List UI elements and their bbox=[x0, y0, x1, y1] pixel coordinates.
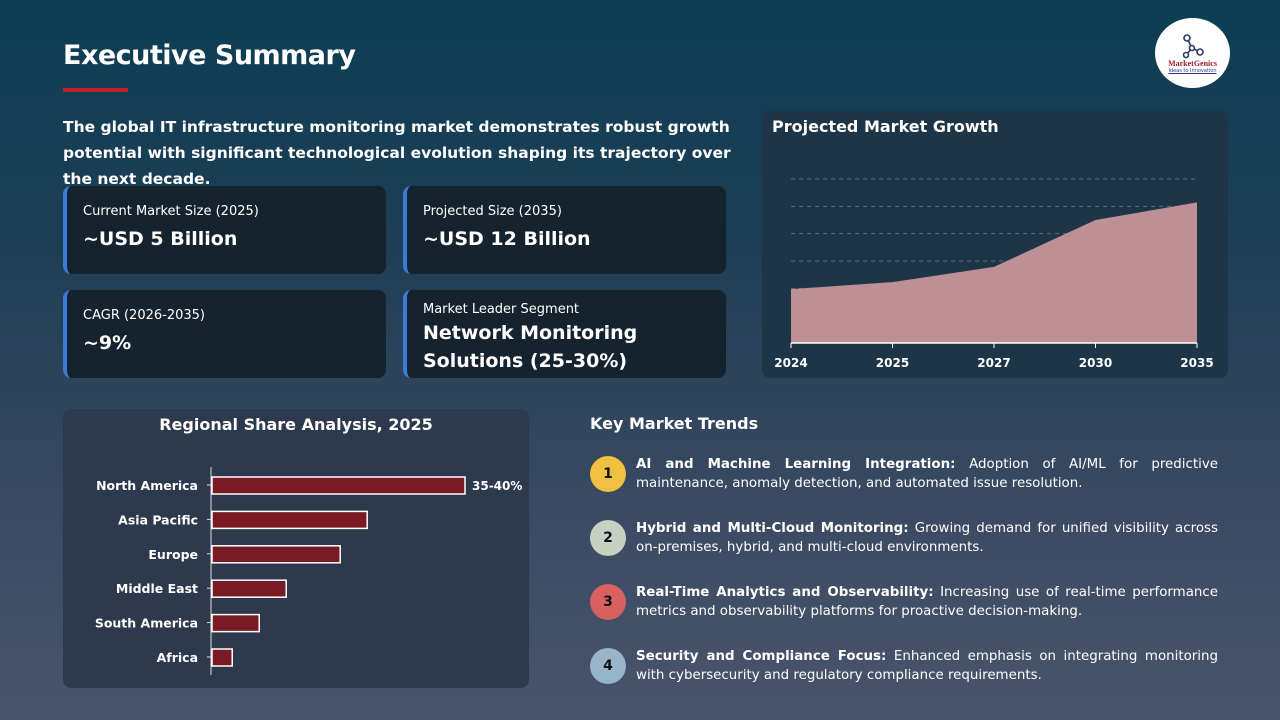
trend-title: AI and Machine Learning Integration: bbox=[636, 457, 956, 472]
trend-description: Growing demand for unified visibility ac… bbox=[636, 521, 1218, 555]
trend-text: Real-Time Analytics and Observability: I… bbox=[636, 583, 1218, 621]
trend-item: 4 Security and Compliance Focus: Enhance… bbox=[590, 647, 1218, 685]
bar-middle-east bbox=[211, 579, 287, 598]
trend-title: Security and Compliance Focus: bbox=[636, 649, 887, 664]
regional-chart-title: Regional Share Analysis, 2025 bbox=[159, 415, 433, 434]
card-value: ~USD 12 Billion bbox=[423, 228, 591, 250]
trend-number-badge: 4 bbox=[590, 648, 626, 684]
trend-description: Enhanced emphasis on integrating monitor… bbox=[636, 649, 1219, 683]
bar-category-label: Europe bbox=[148, 547, 198, 562]
card-label: Projected Size (2035) bbox=[423, 204, 562, 219]
x-tick-label: 2030 bbox=[1079, 356, 1112, 370]
company-logo: MarketGenics Ideas to Innovation bbox=[1155, 18, 1230, 88]
growth-chart-panel: Projected Market Growth 2024 2025 2027 2030… bbox=[762, 111, 1228, 378]
trend-item: 1 AI and Machine Learning Integration: A… bbox=[590, 455, 1218, 493]
x-tick-label: 2025 bbox=[876, 356, 909, 370]
card-current-size: Current Market Size (2025) ~USD 5 Billio… bbox=[63, 186, 386, 274]
card-value: ~USD 5 Billion bbox=[83, 228, 238, 250]
trends-title: Key Market Trends bbox=[590, 414, 759, 433]
trend-number-badge: 3 bbox=[590, 584, 626, 620]
trend-item: 2 Hybrid and Multi-Cloud Monitoring: Gro… bbox=[590, 519, 1218, 557]
bar-category-label: Asia Pacific bbox=[118, 512, 198, 527]
x-tick-label: 2035 bbox=[1180, 356, 1213, 370]
bar-africa bbox=[211, 648, 233, 667]
page-title: Executive Summary bbox=[63, 40, 356, 71]
card-label: Market Leader Segment bbox=[423, 302, 580, 317]
bar-europe bbox=[211, 545, 341, 564]
card-label: Current Market Size (2025) bbox=[83, 204, 259, 219]
trend-number-badge: 2 bbox=[590, 520, 626, 556]
trend-text: Security and Compliance Focus: Enhanced … bbox=[636, 647, 1218, 685]
bar-category-label: South America bbox=[95, 616, 198, 631]
trend-description: Increasing use of real-time performance … bbox=[636, 585, 1219, 619]
card-value: Network Monitoring Solutions (25-30%) bbox=[423, 322, 638, 372]
bar-north-america bbox=[211, 476, 466, 495]
trend-description: Adoption of AI/ML for predictive mainten… bbox=[636, 457, 1218, 491]
card-cagr: CAGR (2026-2035) ~9% bbox=[63, 290, 386, 378]
regional-bar-chart: North America 35-40% Asia Pacific Europe Mid… bbox=[95, 467, 522, 675]
trend-item: 3 Real-Time Analytics and Observability:… bbox=[590, 583, 1218, 621]
x-tick-label: 2027 bbox=[977, 356, 1010, 370]
trend-number-badge: 1 bbox=[590, 456, 626, 492]
growth-area bbox=[791, 202, 1197, 343]
bar-category-label: Middle East bbox=[116, 581, 198, 596]
bar-category-label: North America bbox=[96, 478, 198, 493]
card-leader-segment: Market Leader Segment Network Monitoring… bbox=[403, 290, 726, 378]
growth-area-chart: 2024 2025 2027 2030 2035 bbox=[774, 178, 1214, 370]
card-value: ~9% bbox=[83, 332, 132, 354]
x-tick-label: 2024 bbox=[774, 356, 807, 370]
logo-tagline: Ideas to Innovation bbox=[1168, 67, 1217, 74]
bar-south-america bbox=[211, 613, 260, 633]
bar-category-label: Africa bbox=[157, 650, 198, 665]
regional-chart-panel: Regional Share Analysis, 2025 North Amer… bbox=[63, 409, 529, 688]
trend-title: Hybrid and Multi-Cloud Monitoring: bbox=[636, 521, 909, 536]
intro-text: The global IT infrastructure monitoring … bbox=[63, 118, 731, 188]
logo-name: MarketGenics bbox=[1168, 58, 1217, 68]
title-underline bbox=[63, 88, 128, 92]
card-label: CAGR (2026-2035) bbox=[83, 308, 205, 323]
trend-text: AI and Machine Learning Integration: Ado… bbox=[636, 455, 1218, 493]
growth-chart-title: Projected Market Growth bbox=[772, 117, 999, 136]
molecule-icon bbox=[1182, 33, 1204, 58]
trend-title: Real-Time Analytics and Observability: bbox=[636, 585, 934, 600]
card-projected-size: Projected Size (2035) ~USD 12 Billion bbox=[403, 186, 726, 274]
bar-asia-pacific bbox=[211, 510, 368, 530]
bar-data-label: 35-40% bbox=[472, 479, 522, 493]
trend-text: Hybrid and Multi-Cloud Monitoring: Growi… bbox=[636, 519, 1218, 557]
